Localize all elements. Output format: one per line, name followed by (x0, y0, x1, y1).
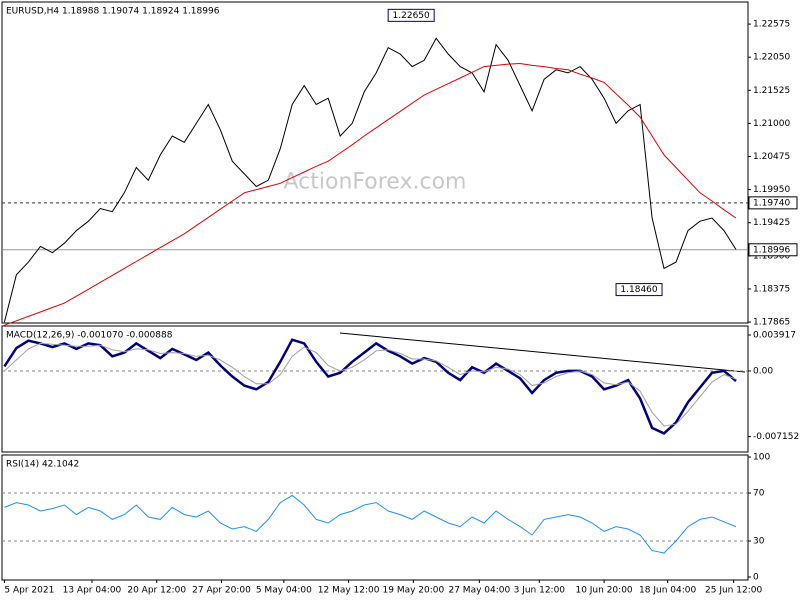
panel-title: EURUSD,H4 1.18988 1.19074 1.18924 1.1899… (6, 7, 220, 17)
y-tick-label: 1.17865 (753, 318, 790, 328)
annotation-box (615, 283, 663, 297)
y-tick-label: 0.003917 (753, 330, 796, 340)
x-tick-label: 27 May 04:00 (448, 586, 510, 596)
y-tick-label: 1.19425 (753, 218, 790, 228)
y-tick-label: 1.18900 (753, 251, 790, 261)
level-box (748, 243, 798, 257)
y-tick-label: 1.22050 (753, 53, 790, 63)
x-tick-label: 19 May 20:00 (383, 586, 445, 596)
series-line (4, 62, 737, 326)
level-label: 1.18996 (753, 245, 790, 255)
x-tick-label: 5 Apr 2021 (4, 586, 54, 596)
x-tick-label: 20 Apr 12:00 (127, 586, 186, 596)
series-line (4, 494, 737, 554)
series-line (4, 342, 737, 427)
level-label: 1.19740 (753, 198, 790, 208)
level-box (748, 196, 798, 210)
y-tick-label: 1.19950 (753, 185, 790, 195)
y-tick-label: 1.20475 (753, 152, 790, 162)
y-tick-label: 1.22575 (753, 20, 790, 30)
y-tick-label: -0.007152 (753, 432, 799, 442)
x-tick-label: 13 Apr 04:00 (63, 586, 122, 596)
y-tick-label: 30 (753, 537, 765, 547)
panel-frame (1, 1, 749, 324)
y-tick-label: 1.21000 (753, 119, 790, 129)
x-tick-label: 25 Jun 12:00 (705, 586, 762, 596)
y-tick-label: 100 (753, 453, 770, 463)
watermark: ActionForex.com (284, 170, 467, 195)
series-line (3, 37, 737, 323)
annotation-label: 1.18460 (620, 285, 657, 295)
x-tick-label: 18 Jun 04:00 (639, 586, 696, 596)
y-tick-label: 0.00 (753, 366, 773, 376)
x-tick-label: 10 Jun 20:00 (575, 586, 632, 596)
panel-title: RSI(14) 42.1042 (6, 460, 79, 470)
panel-frame (1, 454, 749, 581)
panel-title: MACD(12,26,9) -0.001070 -0.000888 (6, 331, 173, 341)
y-tick-label: 0 (753, 573, 759, 583)
x-tick-label: 12 May 12:00 (318, 586, 380, 596)
annotation-label: 1.22650 (393, 11, 430, 21)
y-tick-label: 1.18375 (753, 284, 790, 294)
annotation-box (387, 8, 435, 22)
panel-frame (1, 325, 749, 453)
y-tick-label: 70 (753, 489, 765, 499)
x-tick-label: 3 Jun 12:00 (514, 586, 566, 596)
macd-trendline (339, 332, 746, 373)
y-tick-label: 1.21525 (753, 86, 790, 96)
x-tick-label: 5 May 04:00 (256, 586, 312, 596)
x-tick-label: 27 Apr 20:00 (192, 586, 251, 596)
